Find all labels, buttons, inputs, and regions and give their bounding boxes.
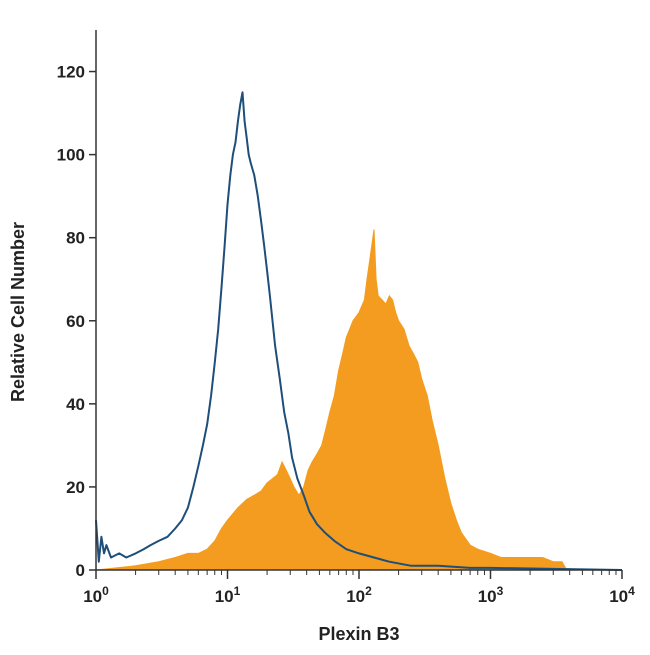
x-tick-label-1000: 103 [478, 584, 504, 606]
series-0-filled-histogram [95, 229, 622, 571]
y-tick-label-80: 80 [66, 229, 85, 248]
y-ticks: 0 20 40 60 80 100 120 [57, 63, 96, 580]
y-tick-label-40: 40 [66, 395, 85, 414]
x-tick-label-1: 100 [83, 584, 109, 606]
series-1-outline-histogram [95, 91, 623, 571]
y-tick-label-120: 120 [57, 63, 85, 82]
x-tick-label-100: 102 [346, 584, 372, 606]
y-tick-label-60: 60 [66, 312, 85, 331]
y-tick-label-100: 100 [57, 146, 85, 165]
x-axis-title: Plexin B3 [318, 624, 399, 644]
x-tick-label-10000: 104 [609, 584, 635, 606]
series-layer [95, 91, 623, 571]
x-tick-label-10: 101 [215, 584, 241, 606]
y-axis-title: Relative Cell Number [8, 222, 28, 402]
x-ticks: 100 101 102 103 104 [83, 570, 635, 606]
y-tick-label-20: 20 [66, 478, 85, 497]
y-tick-label-0: 0 [76, 561, 85, 580]
